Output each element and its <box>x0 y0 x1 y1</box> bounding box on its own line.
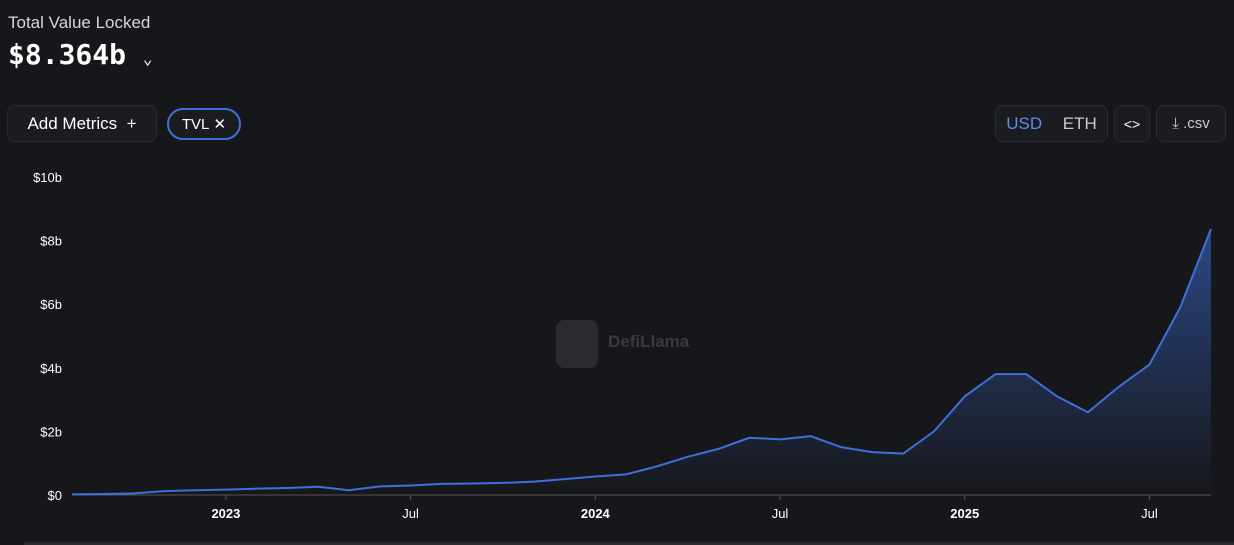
label: Add Metrics <box>27 113 118 133</box>
chevron: ⌄ <box>142 49 153 68</box>
tvl-line <box>71 228 1212 496</box>
label: .csv <box>1183 115 1210 132</box>
x-tick-label: 2025 <box>950 506 979 521</box>
watermark: DefiLlama <box>608 332 690 351</box>
y-tick-label: $6b <box>40 297 62 312</box>
x-tick-label: Jul <box>772 506 789 521</box>
x-tick-label: 2023 <box>211 506 240 521</box>
header-value[interactable]: $8.364b ⌄ <box>8 38 153 71</box>
x-tick-label: 2024 <box>581 506 611 521</box>
x-tick-label: Jul <box>1141 506 1158 521</box>
add-metrics-button[interactable]: Add Metrics + <box>7 105 157 142</box>
y-tick-label: $8b <box>40 234 62 249</box>
y-tick-label: $4b <box>40 361 62 376</box>
currency-toggle: USD ETH <box>995 105 1108 142</box>
label: TVL <box>181 115 210 133</box>
value-text: $8.364b <box>8 38 127 71</box>
currency-option[interactable]: USD <box>1006 113 1043 133</box>
currency-option[interactable]: ETH <box>1062 113 1097 133</box>
watermark-logo <box>556 320 598 368</box>
y-tick-label: $2b <box>40 424 62 439</box>
y-tick-label: $0 <box>48 488 62 503</box>
y-tick-label: $10b <box>33 170 62 185</box>
area-fill <box>72 229 1211 495</box>
chart: DefiLlama $0 $2b $4b $6b $8b $10b 2023 Jul 2024 J… <box>24 170 1234 545</box>
header-title: Total Value Locked <box>8 13 151 32</box>
metric-pill[interactable]: TVL ✕ <box>167 108 241 140</box>
scrollbar[interactable] <box>24 542 1234 545</box>
embed-button[interactable]: <> <box>1114 105 1150 142</box>
csv-button[interactable]: ⤓ .csv <box>1156 105 1226 142</box>
x-tick-label: Jul <box>402 506 419 521</box>
